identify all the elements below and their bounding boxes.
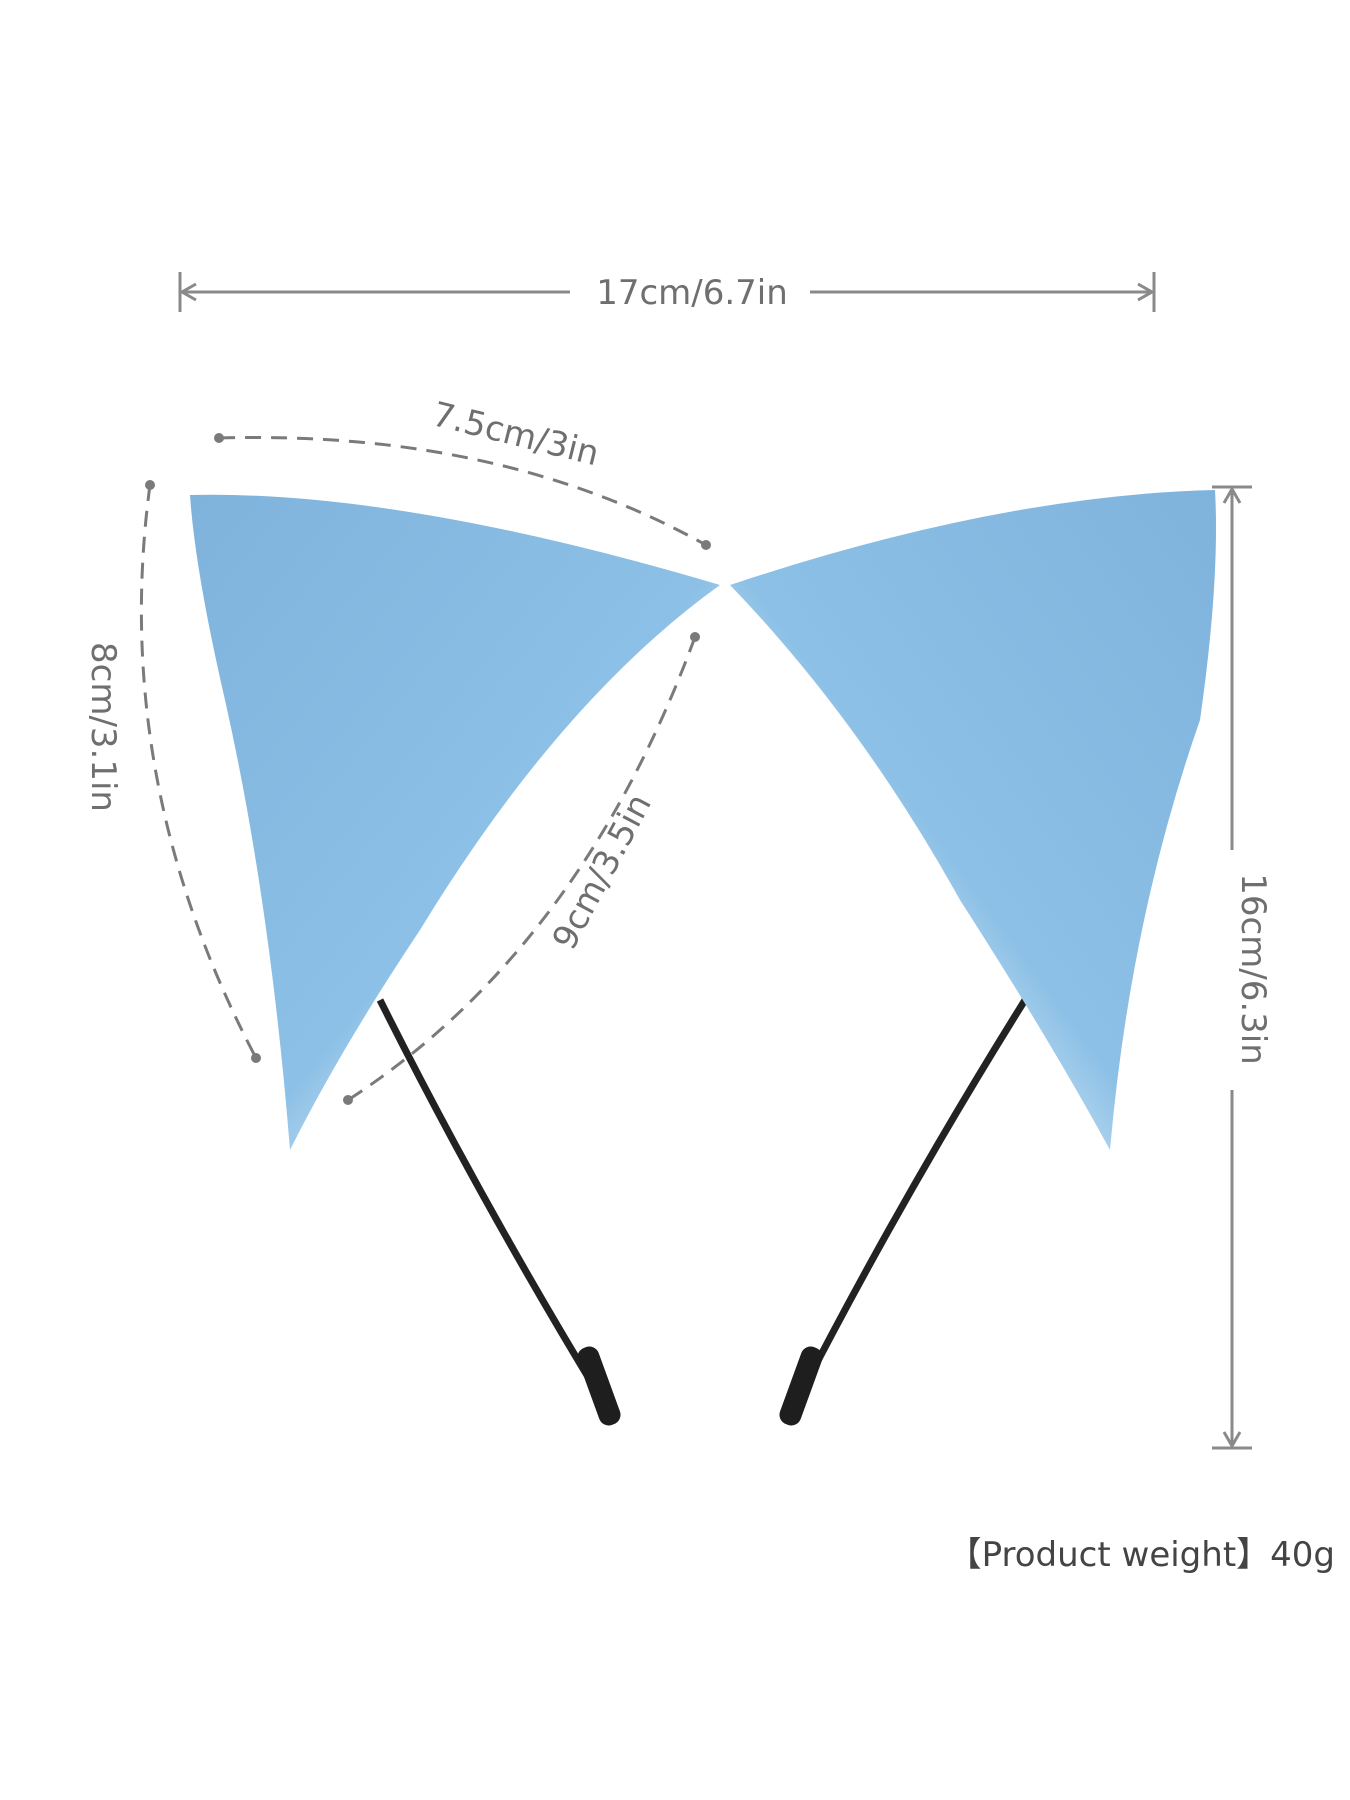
inner-edge-line [347,636,697,1102]
headband [376,998,1028,1426]
left-ear [190,494,720,1150]
outer-edge-line [139,484,258,1059]
outer-edge-label: 8cm/3.1in [83,642,123,812]
height-arrow [1212,485,1252,1450]
right-ear [730,490,1216,1150]
width-label: 17cm/6.7in [596,273,788,313]
product-weight: 【Product weight】40g [948,1535,1335,1575]
top-edge-label: 7.5cm/3in [428,394,603,474]
inner-edge-label: 9cm/3.5in [545,787,660,956]
height-label: 16cm/6.3in [1233,873,1273,1065]
width-arrow [178,272,1156,312]
top-edge-line [218,436,707,547]
